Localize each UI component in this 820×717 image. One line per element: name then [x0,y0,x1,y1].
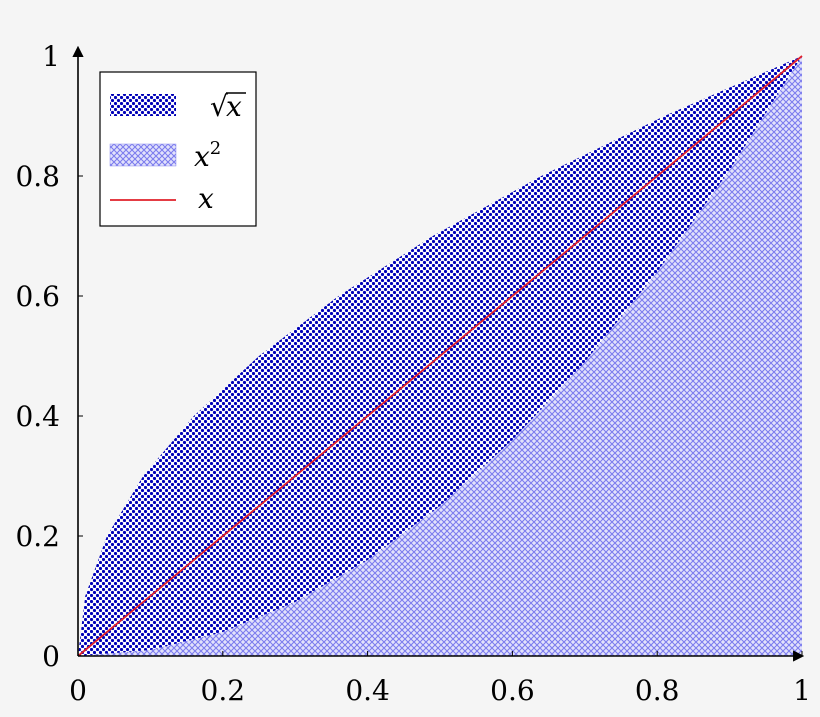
svg-text:x: x [226,90,242,123]
x-tick-label: 0.4 [345,674,390,707]
y-tick-label: 0.6 [15,280,60,313]
area-series-1-x [78,56,802,656]
x-tick-label: 0.2 [201,674,246,707]
legend-label-x: x [198,182,214,215]
legend-swatch-sqrt-x [110,94,176,116]
y-tick-label: 0.2 [15,520,60,553]
legend-label-x-squared-sup: 2 [210,138,221,159]
legend-label-x-squared: x2 [194,138,221,173]
plot-lines [77,55,803,657]
y-tick-label: 0.8 [15,160,60,193]
x-tick-label: 1 [793,674,811,707]
legend-label-sqrt-x: √ x [210,90,246,123]
svg-text:√: √ [210,90,228,123]
legend-label-x-squared-base: x [194,140,210,173]
axis-ticks: 0 0.2 0.4 0.6 0.8 1 0 0.2 0.4 0.6 0.8 1 [15,40,810,707]
y-tick-label: 0.4 [15,400,60,433]
legend: √ x x2 x [99,71,257,227]
x-tick-label: 0.8 [635,674,680,707]
x-tick-label: 0 [69,674,87,707]
legend-swatch-x-squared [109,143,177,167]
line-series-x [77,55,803,657]
x-tick-label: 0.6 [490,674,535,707]
svg-text:x2: x2 [194,138,221,173]
y-tick-label: 1 [42,40,60,73]
y-tick-label: 0 [42,640,60,673]
